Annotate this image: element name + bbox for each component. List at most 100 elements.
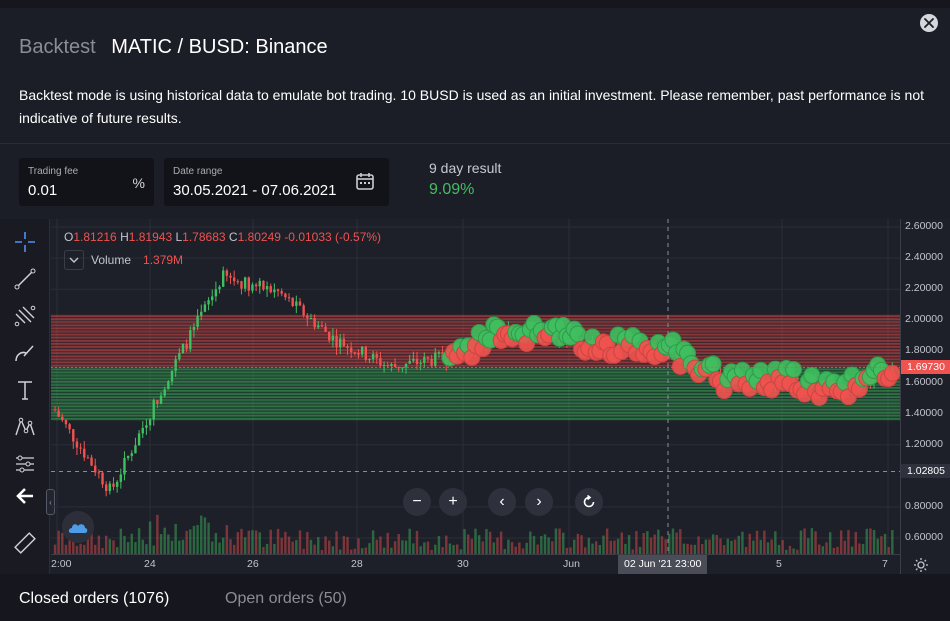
volume-bar: [349, 549, 353, 554]
volume-bar: [419, 546, 422, 554]
back-tool[interactable]: [12, 483, 38, 509]
volume-bar: [423, 542, 426, 554]
tab-closed-orders[interactable]: Closed orders (1076): [19, 590, 170, 607]
candle-body: [368, 359, 371, 361]
volume-bar: [83, 544, 86, 554]
fib-tool[interactable]: [12, 303, 38, 329]
candle-body: [335, 335, 338, 348]
toolbar-collapse-handle[interactable]: ‹: [46, 489, 55, 515]
scroll-right-button[interactable]: ›: [525, 488, 553, 516]
time-tick: 7: [882, 558, 888, 570]
volume-bar: [200, 515, 203, 554]
candle-body: [401, 367, 404, 369]
volume-bar: [211, 541, 214, 554]
crosshair-tool[interactable]: [12, 229, 38, 255]
candle-body: [236, 281, 240, 283]
candle-body: [309, 318, 313, 320]
volume-bar: [543, 534, 547, 554]
volume-bar: [61, 532, 64, 554]
prediction-tool[interactable]: [12, 451, 38, 477]
trading-fee-field[interactable]: Trading fee 0.01 %: [19, 158, 154, 206]
zoom-out-button[interactable]: −: [403, 488, 431, 516]
time-axis[interactable]: 2:00 24 26 28 30 Jun 5 7 02 Jun '21 23:00: [51, 554, 900, 574]
candle-body: [53, 410, 57, 412]
candle-body: [412, 358, 415, 361]
tradingview-logo[interactable]: [62, 511, 94, 543]
volume-bar: [306, 532, 309, 554]
time-tick: 30: [457, 558, 469, 570]
candle-body: [229, 275, 232, 278]
pattern-icon: [15, 417, 35, 436]
candle-body: [97, 472, 101, 474]
volume-bar: [159, 534, 163, 554]
title-prefix: Backtest: [19, 36, 96, 58]
volume-bar: [342, 536, 346, 554]
volume-bar: [386, 532, 389, 554]
ruler-icon: [14, 532, 36, 554]
candle-body: [225, 270, 229, 276]
calendar-icon[interactable]: [355, 171, 375, 191]
volume-bar: [141, 539, 144, 554]
volume-bar: [86, 532, 90, 554]
ruler-tool[interactable]: [12, 530, 38, 556]
close-button[interactable]: [920, 14, 938, 32]
candle-body: [360, 346, 364, 355]
tab-open-orders[interactable]: Open orders (50): [225, 590, 347, 607]
volume-bar: [317, 537, 320, 554]
volume-bar: [108, 539, 112, 554]
volume-bar: [335, 531, 338, 554]
volume-bar: [218, 542, 221, 554]
pair-title: MATIC / BUSD: Binance: [111, 36, 328, 58]
candle-body: [189, 330, 192, 350]
candle-body: [393, 364, 397, 367]
candle-body: [262, 280, 265, 290]
open-key: O: [64, 230, 74, 244]
brush-tool[interactable]: [12, 340, 38, 366]
volume-bar: [839, 530, 843, 554]
scroll-left-button[interactable]: ‹: [488, 488, 516, 516]
low-value: 1.78683: [182, 230, 226, 244]
candle-body: [108, 483, 112, 491]
volume-bar: [653, 534, 656, 554]
price-chart[interactable]: [51, 219, 900, 554]
candle-body: [222, 270, 225, 287]
candle-body: [112, 483, 115, 487]
candle-body: [284, 293, 287, 298]
settings-gear-icon[interactable]: [913, 557, 929, 573]
volume-bar: [485, 529, 488, 554]
zoom-in-button[interactable]: +: [439, 488, 467, 516]
price-tick: 1.60000: [905, 375, 943, 388]
volume-bar: [788, 545, 792, 554]
date-range-field[interactable]: Date range 30.05.2021 - 07.06.2021: [164, 158, 389, 206]
volume-bar: [148, 521, 152, 554]
volume-bar: [781, 539, 784, 554]
volume-bar: [273, 543, 276, 554]
candle-body: [232, 277, 236, 282]
volume-bar: [854, 531, 857, 554]
volume-bar: [254, 530, 258, 554]
candle-body: [364, 346, 368, 360]
volume-bar: [474, 528, 477, 554]
trend-line-tool[interactable]: [12, 266, 38, 292]
volume-bar: [426, 541, 430, 554]
volume-bar: [671, 528, 675, 554]
candle-body: [240, 281, 243, 289]
chart-area[interactable]: ‹ O1.81216 H1.81943 L1.78683 C1.80249 -0…: [0, 219, 950, 574]
volume-bar: [591, 543, 594, 554]
price-axis[interactable]: 2.60000 2.40000 2.20000 2.00000 1.80000 1.600…: [900, 219, 950, 574]
reset-chart-button[interactable]: [575, 488, 603, 516]
volume-bar: [94, 544, 97, 554]
volume-bar: [437, 536, 441, 554]
result-block: 9 day result 9.09%: [429, 160, 501, 199]
change-value: -0.01033 (-0.57%): [284, 230, 382, 244]
volume-bar: [251, 530, 254, 554]
volume-bar: [763, 530, 766, 554]
text-tool[interactable]: [12, 377, 38, 403]
volume-bar: [657, 529, 660, 554]
pattern-tool[interactable]: [12, 414, 38, 440]
volume-toggle[interactable]: [64, 250, 84, 270]
volume-bar: [770, 539, 773, 554]
candle-body: [328, 332, 331, 341]
candle-body: [426, 357, 430, 359]
price-tick: 0.60000: [905, 531, 943, 543]
